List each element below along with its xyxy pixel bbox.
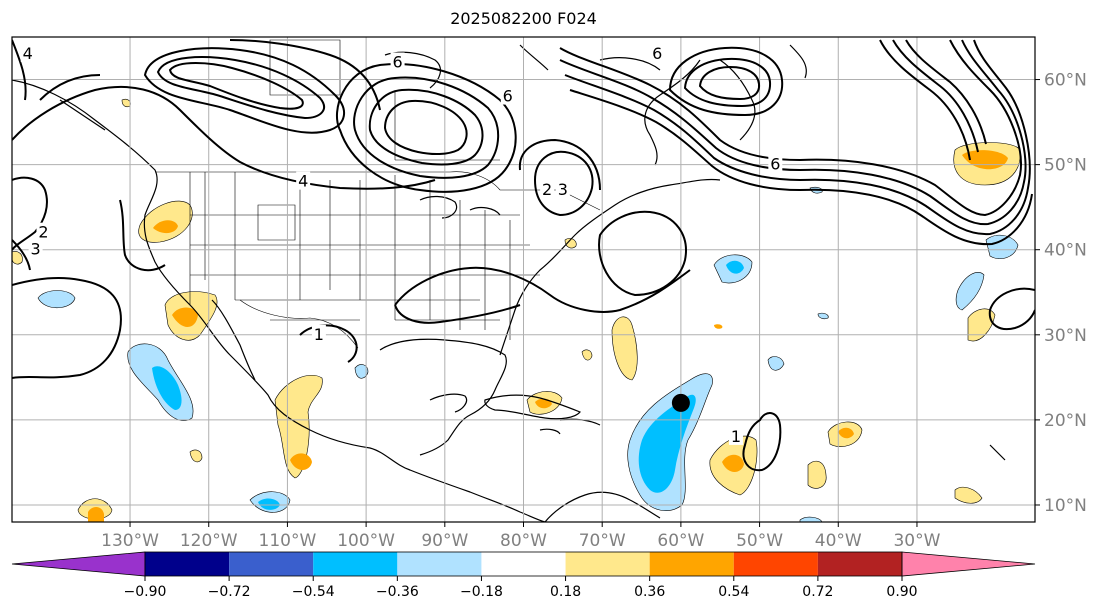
latitude-axis: 10°N 20°N 30°N 40°N 50°N 60°N: [1035, 71, 1087, 516]
contour-label: 2: [38, 223, 48, 242]
colorbar-tick-label: 0.18: [550, 584, 581, 600]
colorbar-tick-label: −0.72: [208, 584, 251, 600]
contour-label: 6: [503, 87, 513, 106]
contour-lines: [12, 39, 1035, 472]
lon-tick-label: 60°W: [657, 531, 704, 551]
colorbar-segment: [481, 552, 566, 576]
contour-label-bg: [650, 44, 665, 63]
colorbar-tick-label: 0.54: [718, 584, 749, 600]
lon-tick-label: 110°W: [259, 531, 317, 551]
colorbar-segment: [565, 552, 650, 576]
contour-label-bg: [296, 171, 311, 190]
colorbar-frame: [144, 551, 903, 577]
lat-tick-label: 20°N: [1044, 411, 1087, 431]
contour-label: 4: [23, 44, 33, 63]
negative-anomaly-shading: [37, 186, 1019, 522]
lon-tick-label: 120°W: [180, 531, 238, 551]
contour-label-bg: [500, 86, 515, 105]
colorbar-tick-label: 0.90: [886, 584, 917, 600]
lon-tick-label: 80°W: [500, 531, 547, 551]
colorbar-segment: [733, 552, 818, 576]
positive-anomaly-shading: [12, 98, 1021, 522]
contour-label-bg: [20, 44, 35, 63]
contour-label: 1: [314, 325, 324, 344]
colorbar-tick-label: −0.36: [376, 584, 419, 600]
lat-tick-label: 10°N: [1044, 496, 1087, 516]
contour-label-bg: [728, 426, 743, 445]
colorbar-segment: [313, 552, 398, 576]
contour-label: 1: [731, 427, 741, 446]
contour-label-bg: [36, 222, 51, 241]
contour-label-bg: [540, 180, 555, 199]
lat-tick-label: 50°N: [1044, 156, 1087, 176]
contour-label: 2: [542, 180, 552, 199]
colorbar: −0.90 −0.72 −0.54 −0.36 −0.18 0.18 0.36 0.54 0.7…: [11, 551, 1036, 600]
lat-tick-label: 30°N: [1044, 326, 1087, 346]
map-title: 2025082200 F024: [450, 9, 597, 28]
colorbar-segment: [229, 552, 314, 576]
lon-tick-label: 90°W: [421, 531, 468, 551]
contour-label: 6: [652, 44, 662, 63]
contour-label-bg: [768, 154, 783, 173]
storm-center-marker: [671, 393, 690, 412]
lon-tick-label: 50°W: [736, 531, 783, 551]
contour-label: 3: [31, 240, 41, 259]
lon-tick-label: 130°W: [101, 531, 159, 551]
longitude-axis: 130°W 120°W 110°W 100°W 90°W 80°W 70°W 60°W 50°W…: [101, 522, 941, 551]
graticule: [12, 37, 1035, 522]
lon-tick-label: 70°W: [579, 531, 626, 551]
contour-label: 4: [298, 172, 308, 191]
lon-tick-label: 100°W: [337, 531, 395, 551]
colorbar-tick-label: −0.54: [292, 584, 335, 600]
colorbar-extend-high: [901, 551, 1036, 577]
colorbar-segment: [397, 552, 482, 576]
contour-label: 6: [770, 155, 780, 174]
political-borders: [155, 39, 601, 349]
colorbar-segment: [649, 552, 734, 576]
colorbar-tick-label: −0.18: [460, 584, 503, 600]
colorbar-tick-label: −0.90: [124, 584, 167, 600]
contour-label: 3: [558, 180, 568, 199]
colorbar-extend-low: [11, 551, 146, 577]
contour-label-bg: [28, 239, 43, 258]
contour-label-bg: [390, 52, 405, 71]
colorbar-tick-label: 0.36: [634, 584, 665, 600]
lat-tick-label: 40°N: [1044, 241, 1087, 261]
lat-tick-label: 60°N: [1044, 71, 1087, 91]
colorbar-segment: [817, 552, 902, 576]
contour-label-bg: [311, 324, 326, 343]
colorbar-tick-label: 0.72: [802, 584, 833, 600]
colorbar-segment: [145, 552, 230, 576]
lon-tick-label: 30°W: [893, 531, 940, 551]
contour-label-bg: [555, 180, 570, 199]
lon-tick-label: 40°W: [815, 531, 862, 551]
contour-label: 6: [392, 53, 402, 72]
